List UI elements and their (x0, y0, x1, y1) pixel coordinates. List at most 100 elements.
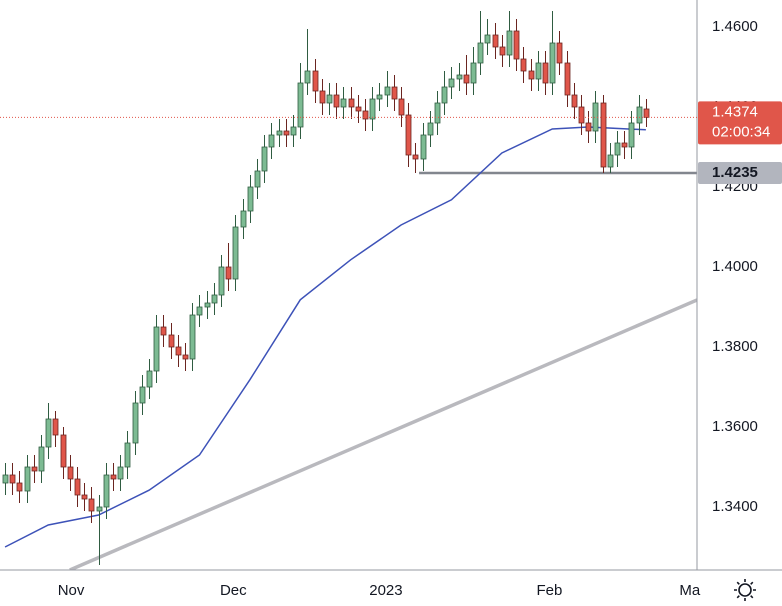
candle-body (340, 98, 347, 108)
candle-body (621, 142, 628, 148)
y-tick-label: 1.3800 (712, 338, 758, 355)
candle-body (628, 122, 635, 148)
candle-body (132, 402, 139, 444)
candle-body (88, 498, 95, 512)
candle-body (240, 210, 247, 228)
level-box (698, 162, 782, 184)
candle-body (448, 78, 455, 88)
candle-body (456, 74, 463, 80)
candle-body (333, 94, 340, 108)
candle-body (96, 506, 103, 512)
candle-body (225, 266, 232, 280)
candle-body (362, 110, 369, 120)
last-price-box (698, 101, 782, 145)
candle-body (117, 466, 124, 480)
candle-body (520, 58, 527, 72)
overlay-line (69, 298, 697, 570)
candle-body (398, 98, 405, 116)
candle-body (369, 98, 376, 120)
candle-body (376, 94, 383, 100)
candle-body (45, 418, 52, 448)
x-tick-label: 2023 (369, 582, 402, 599)
icon-ring (738, 583, 752, 597)
candle-body (384, 86, 391, 96)
candle-body (319, 90, 326, 104)
plot-area (2, 11, 697, 570)
candle-body (564, 62, 571, 96)
candle-body (556, 42, 563, 64)
candle-body (283, 130, 290, 136)
level-label: 1.4235 (712, 164, 758, 181)
candle-body (513, 30, 520, 60)
candle-body (578, 106, 585, 124)
y-tick-label: 1.4000 (712, 258, 758, 275)
candle-body (600, 102, 607, 168)
candle-body (441, 86, 448, 104)
candle-body (67, 466, 74, 480)
candle-body (297, 82, 304, 128)
candle-body (60, 434, 67, 468)
candle-body (9, 474, 16, 484)
candle-body (549, 42, 556, 84)
x-tick-label: Nov (58, 582, 85, 599)
candle-body (31, 466, 38, 472)
candle-body (232, 226, 239, 280)
x-tick-label: Ma (679, 582, 700, 599)
candle-body (189, 314, 196, 360)
settings-icon[interactable] (734, 579, 756, 601)
candle-body (312, 70, 319, 92)
x-tick-label: Dec (220, 582, 247, 599)
candle-body (355, 106, 362, 112)
candle-body (160, 326, 167, 336)
candle-body (412, 154, 419, 160)
candle-body (434, 102, 441, 124)
candle-body (420, 134, 427, 160)
overlay-line (4, 126, 646, 548)
candle-body (38, 446, 45, 472)
candle-body (484, 34, 491, 44)
candle-body (24, 466, 31, 492)
candle-body (499, 46, 506, 56)
candle-body (204, 302, 211, 308)
candle-body (196, 306, 203, 316)
candle-body (276, 130, 283, 136)
candle-body (643, 108, 650, 118)
candle-body (535, 62, 542, 80)
y-tick-label: 1.4600 (712, 18, 758, 35)
candle-body (146, 370, 153, 388)
candle-body (492, 34, 499, 48)
candle-body (2, 474, 9, 484)
candle-body (81, 494, 88, 500)
candle-body (571, 94, 578, 108)
countdown-label: 02:00:34 (712, 123, 770, 140)
candle-body (391, 86, 398, 100)
candle-body (636, 106, 643, 124)
candle-body (427, 122, 434, 136)
candle-body (528, 70, 535, 80)
candle-body (268, 134, 275, 148)
x-tick-label: Feb (536, 582, 562, 599)
candle-body (110, 474, 117, 480)
candle-body (103, 474, 110, 508)
candle-body (463, 74, 470, 84)
candle-body (542, 62, 549, 84)
candle-body (405, 114, 412, 156)
candle-body (52, 418, 59, 436)
y-tick-label: 1.3400 (712, 498, 758, 515)
candle-body (477, 42, 484, 64)
y-tick-label: 1.3600 (712, 418, 758, 435)
candle-body (211, 294, 218, 304)
candle-body (290, 126, 297, 136)
candle-body (16, 482, 23, 492)
candle-body (247, 186, 254, 212)
candle-body (254, 170, 261, 188)
candle-body (168, 334, 175, 348)
icon-rays (734, 579, 756, 601)
candle-body (153, 326, 160, 372)
candle-body (74, 478, 81, 496)
candle-body (304, 70, 311, 84)
candle-body (124, 442, 131, 468)
candle-body (175, 346, 182, 356)
